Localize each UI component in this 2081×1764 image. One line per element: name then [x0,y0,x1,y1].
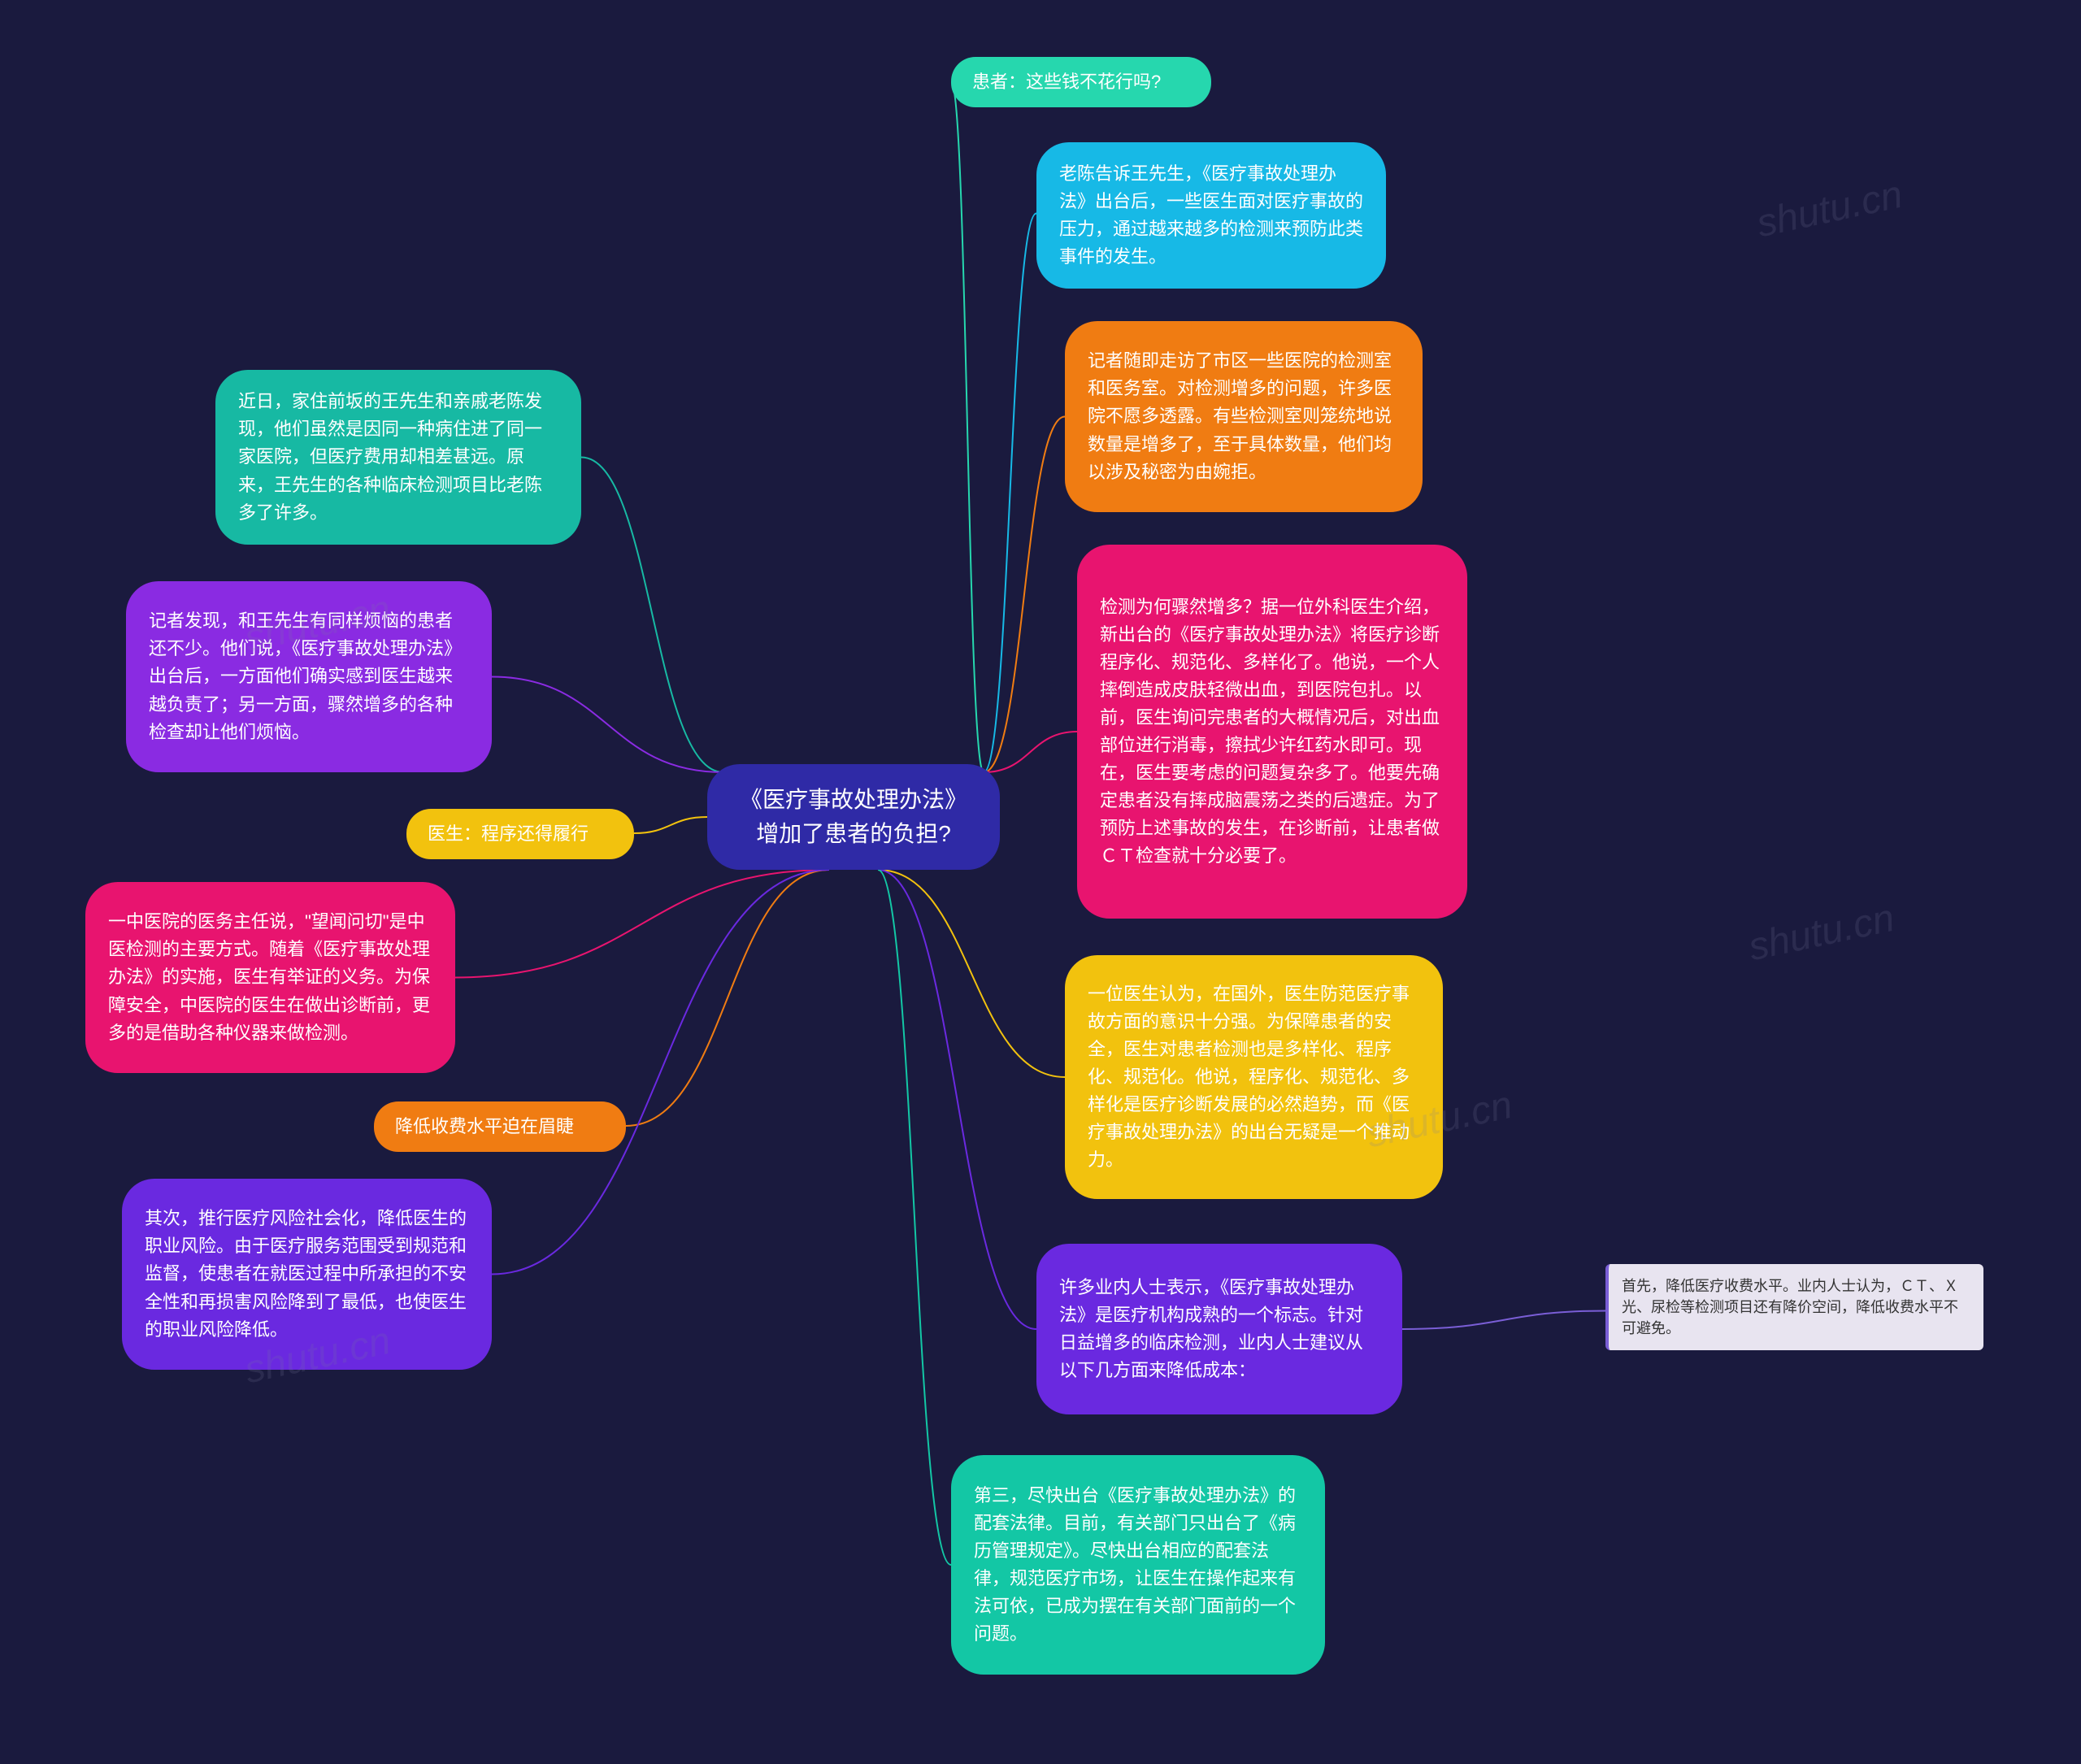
right-node-text: 检测为何骤然增多？据一位外科医生介绍，新出台的《医疗事故处理办法》将医疗诊断程序… [1100,593,1445,871]
left-node-text: 医生：程序还得履行 [428,820,589,848]
left-node: 记者发现，和王先生有同样烦恼的患者还不少。他们说，《医疗事故处理办法》出台后，一… [126,581,492,772]
left-node-text: 一中医院的医务主任说，"望闻问切"是中医检测的主要方式。随着《医疗事故处理办法》… [108,908,432,1046]
center-text: 《医疗事故处理办法》增加了患者的负担? [730,783,977,851]
leaf-note: 首先，降低医疗收费水平。业内人士认为，ＣＴ、Ｘ光、尿检等检测项目还有降价空间，降… [1605,1264,1983,1350]
right-node: 老陈告诉王先生，《医疗事故处理办法》出台后，一些医生面对医疗事故的压力，通过越来… [1036,142,1386,289]
left-node: 医生：程序还得履行 [406,809,634,859]
right-node-text: 第三，尽快出台《医疗事故处理办法》的配套法律。目前，有关部门只出台了《病历管理规… [974,1482,1302,1649]
leaf-text: 首先，降低医疗收费水平。业内人士认为，ＣＴ、Ｘ光、尿检等检测项目还有降价空间，降… [1622,1278,1958,1336]
right-node: 第三，尽快出台《医疗事故处理办法》的配套法律。目前，有关部门只出台了《病历管理规… [951,1455,1325,1675]
right-node: 一位医生认为，在国外，医生防范医疗事故方面的意识十分强。为保障患者的安全，医生对… [1065,955,1443,1199]
right-node: 许多业内人士表示，《医疗事故处理办法》是医疗机构成熟的一个标志。针对日益增多的临… [1036,1244,1402,1414]
watermark: shutu.cn [1744,896,1898,971]
right-node: 患者：这些钱不花行吗? [951,57,1211,107]
right-node-text: 记者随即走访了市区一些医院的检测室和医务室。对检测增多的问题，许多医院不愿多透露… [1088,347,1400,485]
left-node: 一中医院的医务主任说，"望闻问切"是中医检测的主要方式。随着《医疗事故处理办法》… [85,882,455,1073]
right-node-text: 一位医生认为，在国外，医生防范医疗事故方面的意识十分强。为保障患者的安全，医生对… [1088,980,1420,1175]
left-node: 其次，推行医疗风险社会化，降低医生的职业风险。由于医疗服务范围受到规范和监督，使… [122,1179,492,1370]
left-node-text: 记者发现，和王先生有同样烦恼的患者还不少。他们说，《医疗事故处理办法》出台后，一… [149,607,469,745]
left-node-text: 降低收费水平迫在眉睫 [395,1113,574,1141]
left-node-text: 近日，家住前坂的王先生和亲戚老陈发现，他们虽然是因同一种病住进了同一家医院，但医… [238,388,558,526]
right-node-text: 患者：这些钱不花行吗? [972,68,1161,96]
right-node: 记者随即走访了市区一些医院的检测室和医务室。对检测增多的问题，许多医院不愿多透露… [1065,321,1423,512]
center-node: 《医疗事故处理办法》增加了患者的负担? [707,764,1000,870]
right-node-text: 老陈告诉王先生，《医疗事故处理办法》出台后，一些医生面对医疗事故的压力，通过越来… [1059,160,1363,271]
right-node: 检测为何骤然增多？据一位外科医生介绍，新出台的《医疗事故处理办法》将医疗诊断程序… [1077,545,1467,919]
watermark: shutu.cn [1753,172,1906,247]
right-node-text: 许多业内人士表示，《医疗事故处理办法》是医疗机构成熟的一个标志。针对日益增多的临… [1059,1274,1379,1384]
left-node: 近日，家住前坂的王先生和亲戚老陈发现，他们虽然是因同一种病住进了同一家医院，但医… [215,370,581,545]
left-node-text: 其次，推行医疗风险社会化，降低医生的职业风险。由于医疗服务范围受到规范和监督，使… [145,1205,469,1343]
left-node: 降低收费水平迫在眉睫 [374,1101,626,1152]
